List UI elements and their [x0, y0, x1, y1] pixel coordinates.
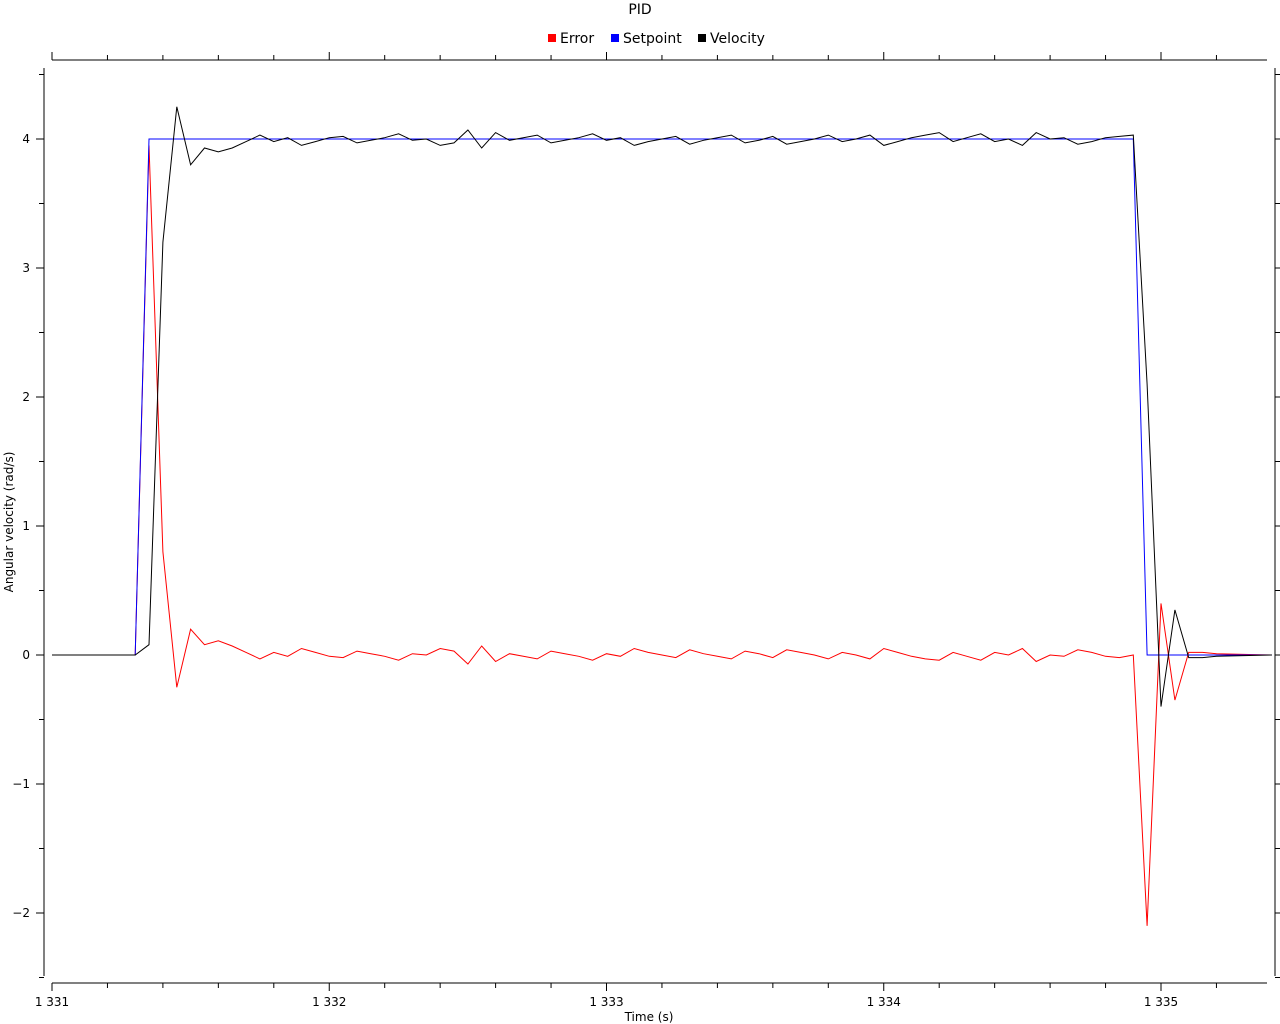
x-tick-label: 1 333	[589, 995, 623, 1009]
y-tick-label: 2	[22, 390, 30, 404]
legend-swatch-error	[548, 34, 556, 42]
series-line-velocity	[52, 106, 1272, 707]
series-lines	[52, 106, 1272, 926]
x-tick-label: 1 331	[35, 995, 69, 1009]
y-tick-label: 0	[22, 648, 30, 662]
legend-swatch-velocity	[698, 34, 706, 42]
y-tick-label: 1	[22, 519, 30, 533]
y-axis-label: Angular velocity (rad/s)	[2, 452, 16, 593]
y-tick-label: 3	[22, 261, 30, 275]
x-tick-label: 1 332	[312, 995, 346, 1009]
series-line-setpoint	[52, 138, 1272, 656]
legend: Error Setpoint Velocity	[548, 31, 765, 47]
legend-label-velocity: Velocity	[710, 31, 765, 47]
x-tick-label: 1 335	[1144, 995, 1178, 1009]
series-line-error	[52, 145, 1272, 926]
y-tick-label: −1	[12, 777, 30, 791]
x-axis-label: Time (s)	[624, 1010, 674, 1024]
tick-labels: 1 331 1 332 1 333 1 334 1 335 −2 −1 0 1 2 3 4	[12, 132, 1178, 1009]
y-tick-label: 4	[22, 132, 30, 146]
legend-label-error: Error	[560, 31, 594, 47]
ticks	[36, 52, 1280, 991]
legend-swatch-setpoint	[611, 34, 619, 42]
chart-title: PID	[628, 2, 651, 18]
y-tick-label: −2	[12, 906, 30, 920]
x-tick-label: 1 334	[867, 995, 901, 1009]
legend-label-setpoint: Setpoint	[623, 31, 682, 47]
